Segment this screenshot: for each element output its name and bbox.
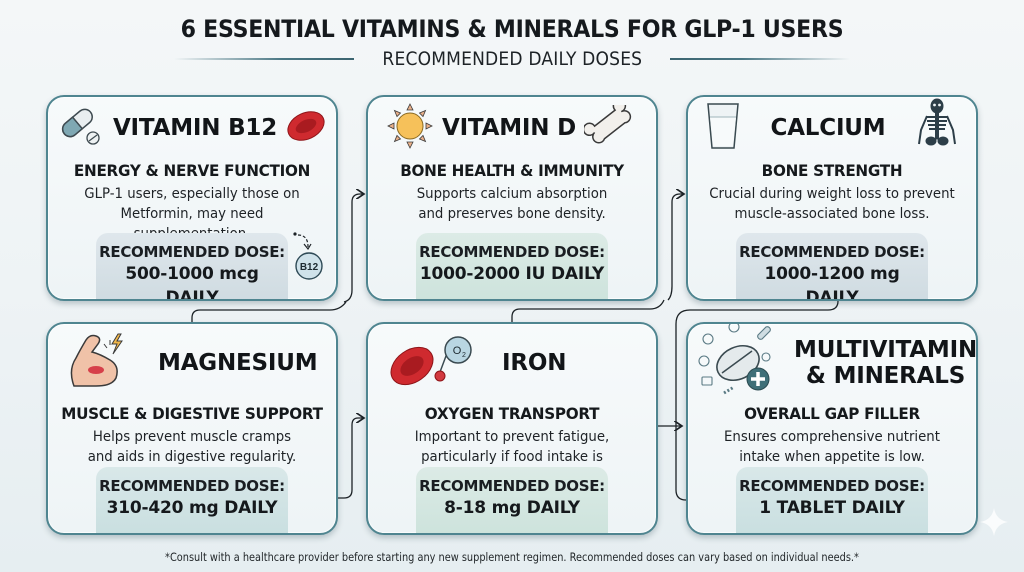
page-title: 6 ESSENTIAL VITAMINS & MINERALS FOR GLP-… [180,15,844,43]
card-title: MAGNESIUM [158,350,318,376]
card-description: Crucial during weight loss to prevent mu… [709,186,955,222]
dose-box: RECOMMENDED DOSE: 1000-1200 mg DAILY [736,233,928,301]
curved-arrow-icon [293,232,312,251]
dose-value: 1000-2000 IU DAILY [419,264,605,284]
card-header: MULTIVITAMIN & MINERALS [688,324,976,402]
dose-label: RECOMMENDED DOSE: [739,477,925,495]
bone-icon [582,99,638,151]
card-multivitamin: MULTIVITAMIN & MINERALS OVERALL GAP FILL… [686,322,978,535]
skeleton-icon [915,98,959,158]
svg-text:O: O [453,345,462,357]
dose-value: 8-18 mg DAILY [444,498,580,518]
card-vitamin-b12: VITAMIN B12 ENERGY & NERVE FUNCTION GLP-… [46,95,338,301]
svg-text:2: 2 [462,352,466,359]
card-header: VITAMIN B12 [48,97,336,159]
card-header: VITAMIN D [368,97,656,159]
dose-value: 500-1000 mcg DAILY [125,264,259,301]
b12-badge-icon: B12 [294,251,324,285]
card-focus: BONE HEALTH & IMMUNITY [400,161,624,180]
card-header: MAGNESIUM [48,324,336,402]
card-focus: OXYGEN TRANSPORT [424,404,600,423]
dose-value: 310-420 mg DAILY [106,498,278,518]
card-title: CALCIUM [770,115,886,141]
card-title: MULTIVITAMIN & MINERALS [794,337,978,389]
page-subtitle: RECOMMENDED DAILY DOSES [382,48,642,70]
disclaimer: *Consult with a healthcare provider befo… [165,550,859,564]
card-iron: O 2 IRON OXYGEN TRANSPORT Important to p… [366,322,658,535]
milk-glass-icon [705,101,741,155]
dose-value: 1000-1200 mg DAILY [764,264,900,301]
tablet-plus-icon [694,324,786,407]
capsule-pill-icon [57,106,105,150]
oxygen-molecule-icon: O 2 [442,334,474,370]
card-header: CALCIUM [688,97,976,159]
divider-right [670,58,851,60]
dose-box: RECOMMENDED DOSE: 1 TABLET DAILY [736,467,928,533]
card-vitamin-d: VITAMIN D BONE HEALTH & IMMUNITY Support… [366,95,658,301]
dose-box: RECOMMENDED DOSE: 8-18 mg DAILY [416,467,608,533]
card-calcium: CALCIUM BONE STRENGTH Crucial during wei… [686,95,978,301]
dose-box: RECOMMENDED DOSE: 1000-2000 IU DAILY [416,233,608,299]
red-blood-cell-icon [386,330,466,396]
subtitle-row: RECOMMENDED DAILY DOSES [0,48,1024,70]
b12-badge-text: B12 [300,262,319,273]
dose-label: RECOMMENDED DOSE: [99,477,285,495]
card-title-line1: MULTIVITAMIN [794,337,978,363]
card-focus: MUSCLE & DIGESTIVE SUPPORT [61,404,323,423]
sparkle-icon [980,508,1008,536]
red-blood-cell-icon [285,109,327,147]
card-description: Ensures comprehensive nutrient intake wh… [724,429,940,465]
card-description: Helps prevent muscle cramps and aids in … [87,429,297,465]
card-title-line2: & MINERALS [805,363,966,389]
card-focus: BONE STRENGTH [761,161,903,180]
card-title: VITAMIN D [441,115,577,141]
card-title: IRON [502,350,567,376]
dose-label: RECOMMENDED DOSE: [99,243,285,261]
card-magnesium: MAGNESIUM MUSCLE & DIGESTIVE SUPPORT Hel… [46,322,338,535]
dose-label: RECOMMENDED DOSE: [739,243,925,261]
header: 6 ESSENTIAL VITAMINS & MINERALS FOR GLP-… [0,14,1024,70]
card-title: VITAMIN B12 [112,115,278,141]
card-description: Supports calcium absorption and preserve… [416,186,608,222]
card-header: O 2 IRON [368,324,656,402]
dose-box: RECOMMENDED DOSE: 500-1000 mcg DAILY [96,233,288,301]
dose-box: RECOMMENDED DOSE: 310-420 mg DAILY [96,467,288,533]
dose-value: 1 TABLET DAILY [759,498,905,518]
card-focus: ENERGY & NERVE FUNCTION [73,161,311,180]
sun-icon [386,102,434,154]
card-focus: OVERALL GAP FILLER [744,404,920,423]
flexed-arm-icon [66,330,132,396]
dose-label: RECOMMENDED DOSE: [419,243,605,261]
divider-left [173,58,354,60]
dose-label: RECOMMENDED DOSE: [419,477,605,495]
